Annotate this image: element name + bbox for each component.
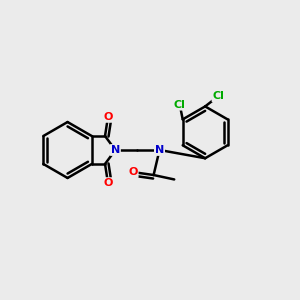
Text: O: O — [128, 167, 138, 177]
Text: O: O — [103, 178, 113, 188]
Text: Cl: Cl — [212, 91, 224, 101]
Text: N: N — [155, 145, 164, 155]
Text: O: O — [103, 112, 113, 122]
Text: N: N — [111, 145, 120, 155]
Text: Cl: Cl — [174, 100, 186, 110]
